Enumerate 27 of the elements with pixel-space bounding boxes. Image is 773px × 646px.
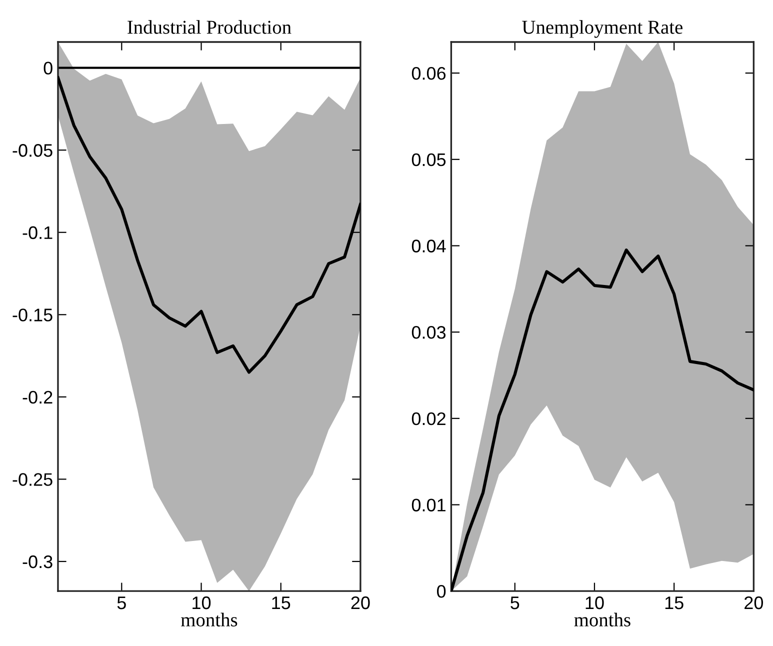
y-tick-label: 0.06 [412, 67, 446, 80]
y-tick-label: -0.3 [22, 555, 52, 568]
y-tick-label: -0.25 [12, 473, 52, 486]
x-tick-label: 15 [272, 596, 290, 610]
y-tick-label: -0.15 [12, 308, 52, 322]
y-tick-label: 0.02 [412, 412, 446, 426]
y-tick-label: 0.04 [412, 240, 446, 252]
x-tick-label: 5 [117, 596, 126, 610]
y-tick-label: -0.1 [22, 226, 52, 240]
x-tick-label: 10 [192, 596, 211, 610]
chart-title: Industrial Production [128, 20, 292, 34]
y-tick-label: 0.01 [412, 498, 446, 512]
chart-title: Unemployment Rate [522, 20, 682, 38]
y-tick-label: 0.03 [412, 326, 446, 339]
x-tick-label: 20 [351, 596, 370, 610]
y-tick-label: -0.05 [12, 144, 52, 157]
x-tick-label: 10 [586, 596, 604, 610]
y-tick-label: -0.2 [22, 390, 52, 404]
y-tick-label: 0 [44, 62, 52, 75]
y-tick-label: 0 [437, 585, 446, 598]
x-tick-label: 15 [665, 596, 684, 610]
x-axis-title: months [180, 612, 238, 626]
y-tick-label: 0.05 [412, 153, 446, 166]
x-axis-title: months [574, 612, 630, 626]
line-series [58, 76, 360, 374]
x-tick-label: 20 [744, 596, 764, 610]
x-tick-label: 5 [510, 596, 520, 610]
